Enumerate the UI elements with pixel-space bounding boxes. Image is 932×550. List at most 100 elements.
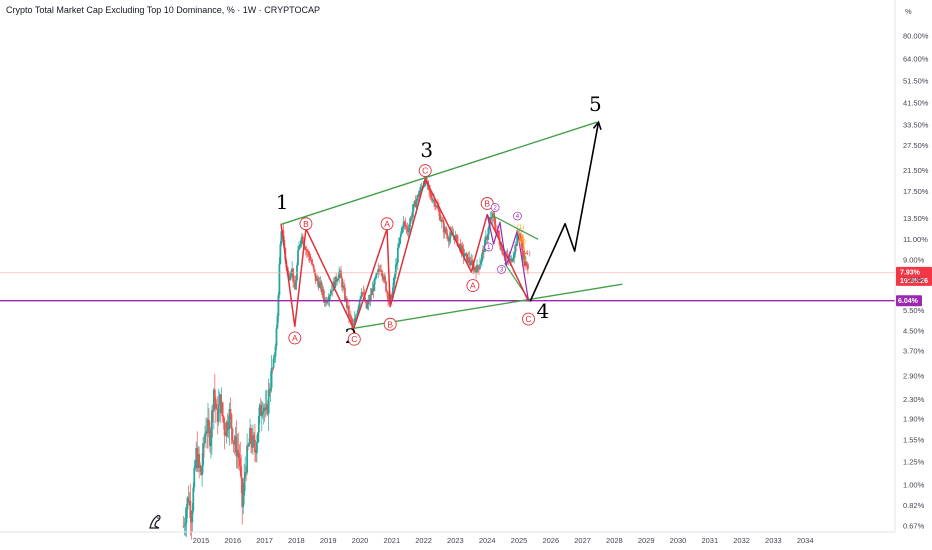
candle-body [374,277,377,280]
candle-body [219,394,222,414]
candle-body [247,445,249,447]
candle-body [510,258,513,260]
horizontal-level[interactable]: 7.93% 16:35:26 6.04% [0,266,932,307]
candle-body [392,277,395,288]
candle-body [400,228,403,234]
candle-body [290,271,293,277]
red-wave-zigzag[interactable] [280,178,530,330]
candle-body [201,465,204,476]
candle-body [447,238,450,242]
candle-body [279,244,282,264]
sub-wave-label: (2) [519,239,526,245]
candle-body [328,296,331,301]
candle-body [248,443,250,447]
candle-body [414,201,417,208]
candle-body [292,268,294,282]
wave-label: 1 [276,190,289,214]
channel-upper-line[interactable] [280,121,598,226]
candle-body [359,296,362,300]
abc-label: C [351,334,357,344]
candle-body [444,228,447,233]
candle-body [388,299,390,301]
drawings[interactable] [280,120,623,330]
candle-body [323,296,326,303]
sub-wave-label: 1 [487,245,491,251]
candle-body [469,262,472,266]
candle-body [471,260,474,264]
candle-body [189,500,192,519]
candle-body [340,271,342,279]
candle-body [262,407,265,412]
candle-body [482,249,484,255]
candle-body [442,222,445,233]
candle-body [470,260,473,266]
horizontal-level-label: 6.04% [898,298,919,305]
candle-body [251,441,253,448]
candle-body [213,389,216,400]
forecast-path[interactable] [529,122,600,302]
candle-body [224,435,227,437]
y-tick-label: 5.50% [903,306,925,315]
x-tick-label: 2016 [224,536,241,545]
candle-body [476,265,478,274]
y-tick-label: 64.00% [903,54,929,63]
candle-body [438,211,441,221]
x-tick-label: 2030 [670,536,687,545]
candle-body [197,454,200,468]
candle-body [210,437,212,446]
orange-wave-zigzag[interactable] [516,230,526,263]
candle-body [196,448,199,468]
candle-body [243,478,246,496]
candle-body [375,273,378,278]
tradingview-dino-icon[interactable] [149,514,161,529]
channel-lower-line[interactable] [351,283,623,330]
sub-wave-label: (3) [522,263,529,269]
candle-body [514,244,517,254]
abc-label-circle [418,164,432,178]
y-tick-label: 13.50% [903,214,929,223]
candle-body [354,317,357,319]
candle-body [190,518,193,523]
sub-wave-circle [490,203,500,212]
candle-body [210,410,213,438]
candle-body [289,276,292,281]
candle-body [242,495,245,508]
candle-body [495,230,498,231]
abc-label: A [384,219,390,229]
candle-body [205,431,207,434]
small-channel-upper-line[interactable] [491,214,539,240]
sub-wave-circle [513,211,522,221]
x-tick-label: 2028 [606,536,623,545]
x-tick-label: 2031 [701,536,718,545]
candle-body [439,220,442,222]
candle-body [194,465,197,468]
candle-body [300,240,302,245]
wave-label: 3 [420,138,433,162]
x-tick-label: 2019 [320,536,337,545]
sub-wave-circle [497,265,506,274]
x-tick-label: 2029 [638,536,655,545]
candle-body [187,497,190,503]
candle-body [232,440,235,442]
x-tick-label: 2015 [193,536,210,545]
candle-body [313,269,316,273]
candle-body [211,410,214,412]
purple-wave-zigzag[interactable] [486,214,530,302]
candle-body [481,254,483,261]
candle-body [339,271,341,272]
abc-label-circle [380,217,394,231]
candle-body [390,294,392,299]
candle-body [254,439,256,453]
candle-body [334,276,337,288]
candle-body [456,235,459,246]
candle-body [397,243,400,248]
candle-body [413,201,416,205]
candle-body [437,208,440,212]
candle-body [369,294,372,302]
candle-body [448,237,451,242]
abc-label-circle [480,197,494,210]
wave-label: 4 [536,299,549,323]
